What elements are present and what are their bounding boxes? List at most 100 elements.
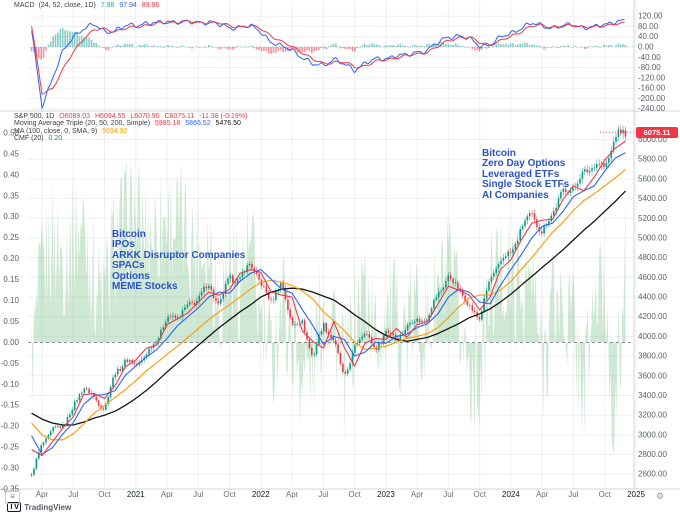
svg-text:-0.05: -0.05 bbox=[1, 359, 20, 368]
svg-text:2024: 2024 bbox=[502, 490, 520, 499]
svg-text:2025: 2025 bbox=[627, 490, 645, 499]
svg-text:4400.00: 4400.00 bbox=[638, 293, 667, 302]
svg-text:-0.25: -0.25 bbox=[1, 443, 20, 452]
svg-text:Apr: Apr bbox=[411, 490, 424, 499]
time-range-menu-icon[interactable]: ≡ bbox=[5, 491, 20, 504]
svg-text:5000.00: 5000.00 bbox=[638, 234, 667, 243]
svg-text:3000.00: 3000.00 bbox=[638, 430, 667, 439]
ma200-line bbox=[31, 190, 626, 426]
ma50-line bbox=[31, 152, 626, 456]
annotation-meme-era[interactable]: Bitcoin IPOs ARKK Disruptor Companies SPACs… bbox=[112, 229, 246, 293]
svg-text:0.45: 0.45 bbox=[3, 149, 19, 158]
svg-text:2021: 2021 bbox=[127, 490, 145, 499]
svg-text:3200.00: 3200.00 bbox=[638, 411, 667, 420]
svg-text:-200.00: -200.00 bbox=[638, 94, 666, 103]
tradingview-logo[interactable]: TV TradingView bbox=[7, 502, 71, 512]
svg-text:-40.00: -40.00 bbox=[638, 53, 661, 62]
ohlc-low: L6070.90 bbox=[130, 113, 160, 120]
svg-text:0.30: 0.30 bbox=[3, 212, 19, 221]
annotation-line: SPACs bbox=[112, 260, 145, 272]
svg-text:5400.00: 5400.00 bbox=[638, 194, 667, 203]
svg-text:Apr: Apr bbox=[161, 490, 174, 499]
annotation-line: Single Stock ETFs bbox=[482, 179, 570, 191]
grid-lines bbox=[28, 0, 637, 489]
annotation-ai-era[interactable]: Bitcoin Zero Day Options Leveraged ETFs Sin… bbox=[482, 148, 570, 201]
svg-text:Apr: Apr bbox=[536, 490, 549, 499]
svg-text:-80.00: -80.00 bbox=[638, 63, 661, 72]
macd-pane[interactable] bbox=[28, 18, 634, 110]
svg-text:-0.30: -0.30 bbox=[1, 464, 20, 473]
svg-text:Oct: Oct bbox=[598, 490, 611, 499]
macd-signal-line bbox=[31, 20, 625, 95]
svg-text:Jul: Jul bbox=[193, 490, 203, 499]
svg-text:Jul: Jul bbox=[318, 490, 328, 499]
svg-text:-0.20: -0.20 bbox=[1, 422, 20, 431]
annotation-line: MEME Stocks bbox=[112, 281, 178, 293]
svg-text:Apr: Apr bbox=[286, 490, 299, 499]
svg-text:Oct: Oct bbox=[473, 490, 486, 499]
cmf-axis[interactable]: 0.50 0.45 0.40 0.35 0.30 0.25 0.20 0.15 0.10 0.05… bbox=[1, 128, 20, 493]
svg-text:0.25: 0.25 bbox=[3, 233, 19, 242]
price-pane[interactable] bbox=[28, 125, 634, 477]
ma-triple-legend-row[interactable]: Moving Average Triple (20, 50, 200, Simp… bbox=[14, 120, 247, 127]
change-value: -11.38 (-0.19%) bbox=[199, 113, 248, 120]
svg-text:-0.10: -0.10 bbox=[1, 380, 20, 389]
svg-text:Oct: Oct bbox=[223, 490, 236, 499]
macd-line-value: 97.94 bbox=[119, 2, 137, 9]
ma20-value: 5985.18 bbox=[155, 120, 181, 128]
svg-text:4200.00: 4200.00 bbox=[638, 312, 667, 321]
annotation-line: ARKK Disruptor Companies bbox=[112, 249, 246, 261]
macd-legend[interactable]: MACD (24, 52, close, 1D) 7.98 97.94 89.9… bbox=[14, 2, 159, 9]
svg-text:5800.00: 5800.00 bbox=[638, 155, 667, 164]
svg-text:0.50: 0.50 bbox=[3, 128, 19, 137]
svg-text:Jul: Jul bbox=[443, 490, 453, 499]
svg-text:5600.00: 5600.00 bbox=[638, 174, 667, 183]
svg-text:4800.00: 4800.00 bbox=[638, 253, 667, 262]
annotation-line: Options bbox=[112, 270, 150, 282]
svg-text:80.00: 80.00 bbox=[638, 22, 659, 31]
svg-text:Jul: Jul bbox=[68, 490, 78, 499]
ma200-value: 5476.50 bbox=[215, 120, 241, 128]
macd-legend-params: (24, 52, close, 1D) bbox=[38, 2, 96, 9]
svg-text:Oct: Oct bbox=[348, 490, 361, 499]
svg-text:-0.15: -0.15 bbox=[1, 401, 20, 410]
ohlc-close: C6075.11 bbox=[164, 113, 195, 120]
svg-text:Apr: Apr bbox=[36, 490, 49, 499]
ma-triple-label: Moving Average Triple (20, 50, 200, Simp… bbox=[14, 120, 151, 128]
cmf-legend-row[interactable]: CMF (20) 0.20 bbox=[14, 135, 247, 142]
last-price-flag: 6075.11 bbox=[636, 127, 678, 138]
symbol-legend-row[interactable]: S&P 500, 1D O6089.03 H6094.55 L6070.90 C… bbox=[14, 113, 247, 120]
annotation-line: AI Companies bbox=[482, 189, 549, 201]
svg-text:0.00: 0.00 bbox=[3, 338, 19, 347]
scale-settings-icon[interactable]: ⚙ bbox=[656, 491, 665, 501]
svg-text:0.00: 0.00 bbox=[638, 43, 654, 52]
svg-text:-240.00: -240.00 bbox=[638, 104, 666, 113]
ma100-line bbox=[31, 169, 626, 441]
svg-text:-0.35: -0.35 bbox=[1, 485, 20, 494]
macd-legend-title: MACD bbox=[14, 2, 35, 9]
svg-text:6000.00: 6000.00 bbox=[638, 135, 667, 144]
annotation-line: Leveraged ETFs bbox=[482, 168, 560, 180]
ma100-label: MA (100, close, 0, SMA, 9) bbox=[14, 127, 98, 135]
price-pane-legend: S&P 500, 1D O6089.03 H6094.55 L6070.90 C… bbox=[14, 113, 247, 143]
svg-text:2022: 2022 bbox=[252, 490, 270, 499]
ma100-value: 5694.92 bbox=[102, 127, 128, 135]
svg-text:0.40: 0.40 bbox=[3, 170, 19, 179]
ohlc-open: O6089.03 bbox=[59, 113, 91, 120]
tradingview-logo-icon: TV bbox=[7, 502, 22, 512]
ma100-legend-row[interactable]: MA (100, close, 0, SMA, 9) 5694.92 bbox=[14, 128, 247, 135]
cmf-value: 0.20 bbox=[48, 135, 63, 143]
svg-text:2600.00: 2600.00 bbox=[638, 470, 667, 479]
macd-hist-value: 7.98 bbox=[100, 2, 115, 9]
time-axis[interactable]: Apr Jul Oct 2021 Apr Jul Oct 2022 Apr Jul Oct 2023 A… bbox=[36, 490, 646, 499]
ma20-line bbox=[31, 140, 626, 457]
svg-text:0.05: 0.05 bbox=[3, 317, 19, 326]
svg-text:0.10: 0.10 bbox=[3, 296, 19, 305]
svg-text:Oct: Oct bbox=[98, 490, 111, 499]
svg-text:40.00: 40.00 bbox=[638, 32, 659, 41]
svg-text:Jul: Jul bbox=[568, 490, 578, 499]
symbol-name: S&P 500, 1D bbox=[14, 113, 55, 120]
